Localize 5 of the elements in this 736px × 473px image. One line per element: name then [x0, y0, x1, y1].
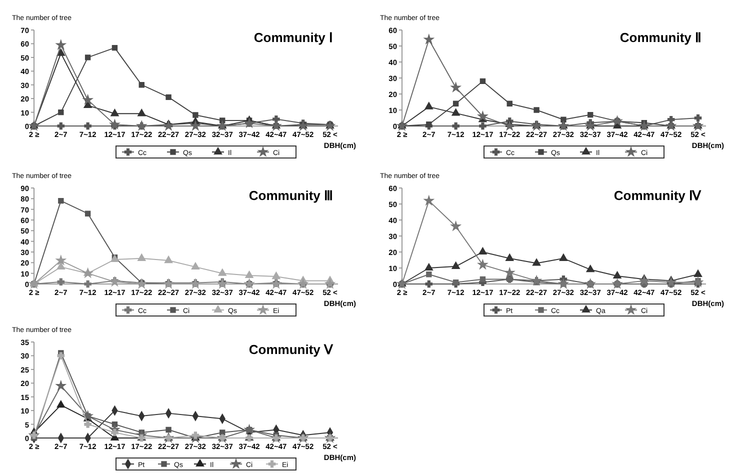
chart-title: Community Ⅲ	[248, 188, 333, 203]
chart-title: Community Ⅱ	[620, 30, 701, 45]
chart-title: Community Ⅳ	[614, 188, 702, 203]
chart-title: Community Ⅴ	[248, 342, 334, 357]
chart-title: Community Ⅰ	[254, 30, 333, 45]
